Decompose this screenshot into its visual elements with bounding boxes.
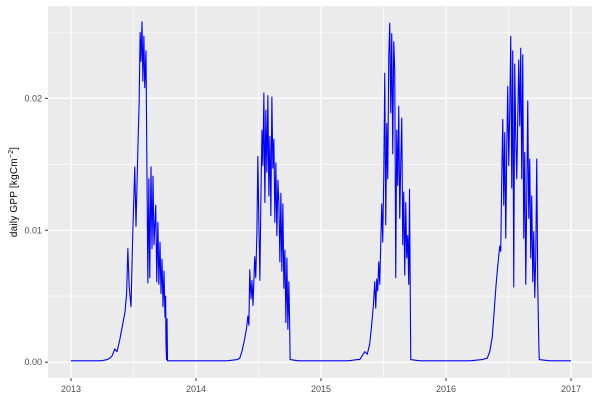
- x-tick-label: 2015: [311, 384, 331, 394]
- axis-tick-marks: [45, 97, 572, 381]
- y-axis-title-suffix: ]: [9, 146, 21, 150]
- y-axis-title-text: daily GPP [kgCm: [9, 158, 21, 238]
- axis-tick-labels: 2013 2014 2015 2016 2017 0.00 0.01 0.02: [24, 93, 581, 394]
- x-tick-label: 2014: [186, 384, 206, 394]
- y-tick-label: 0.00: [24, 357, 42, 367]
- major-gridlines: [48, 6, 592, 378]
- y-axis-title: daily GPP [kgCm−2]: [8, 147, 20, 237]
- y-tick-label: 0.02: [24, 93, 42, 103]
- x-tick-label: 2013: [61, 384, 81, 394]
- gpp-line-series: [71, 21, 571, 362]
- y-axis-title-superscript: −2: [7, 149, 15, 159]
- x-tick-label: 2016: [436, 384, 456, 394]
- y-tick-label: 0.01: [24, 225, 42, 235]
- x-tick-label: 2017: [561, 384, 581, 394]
